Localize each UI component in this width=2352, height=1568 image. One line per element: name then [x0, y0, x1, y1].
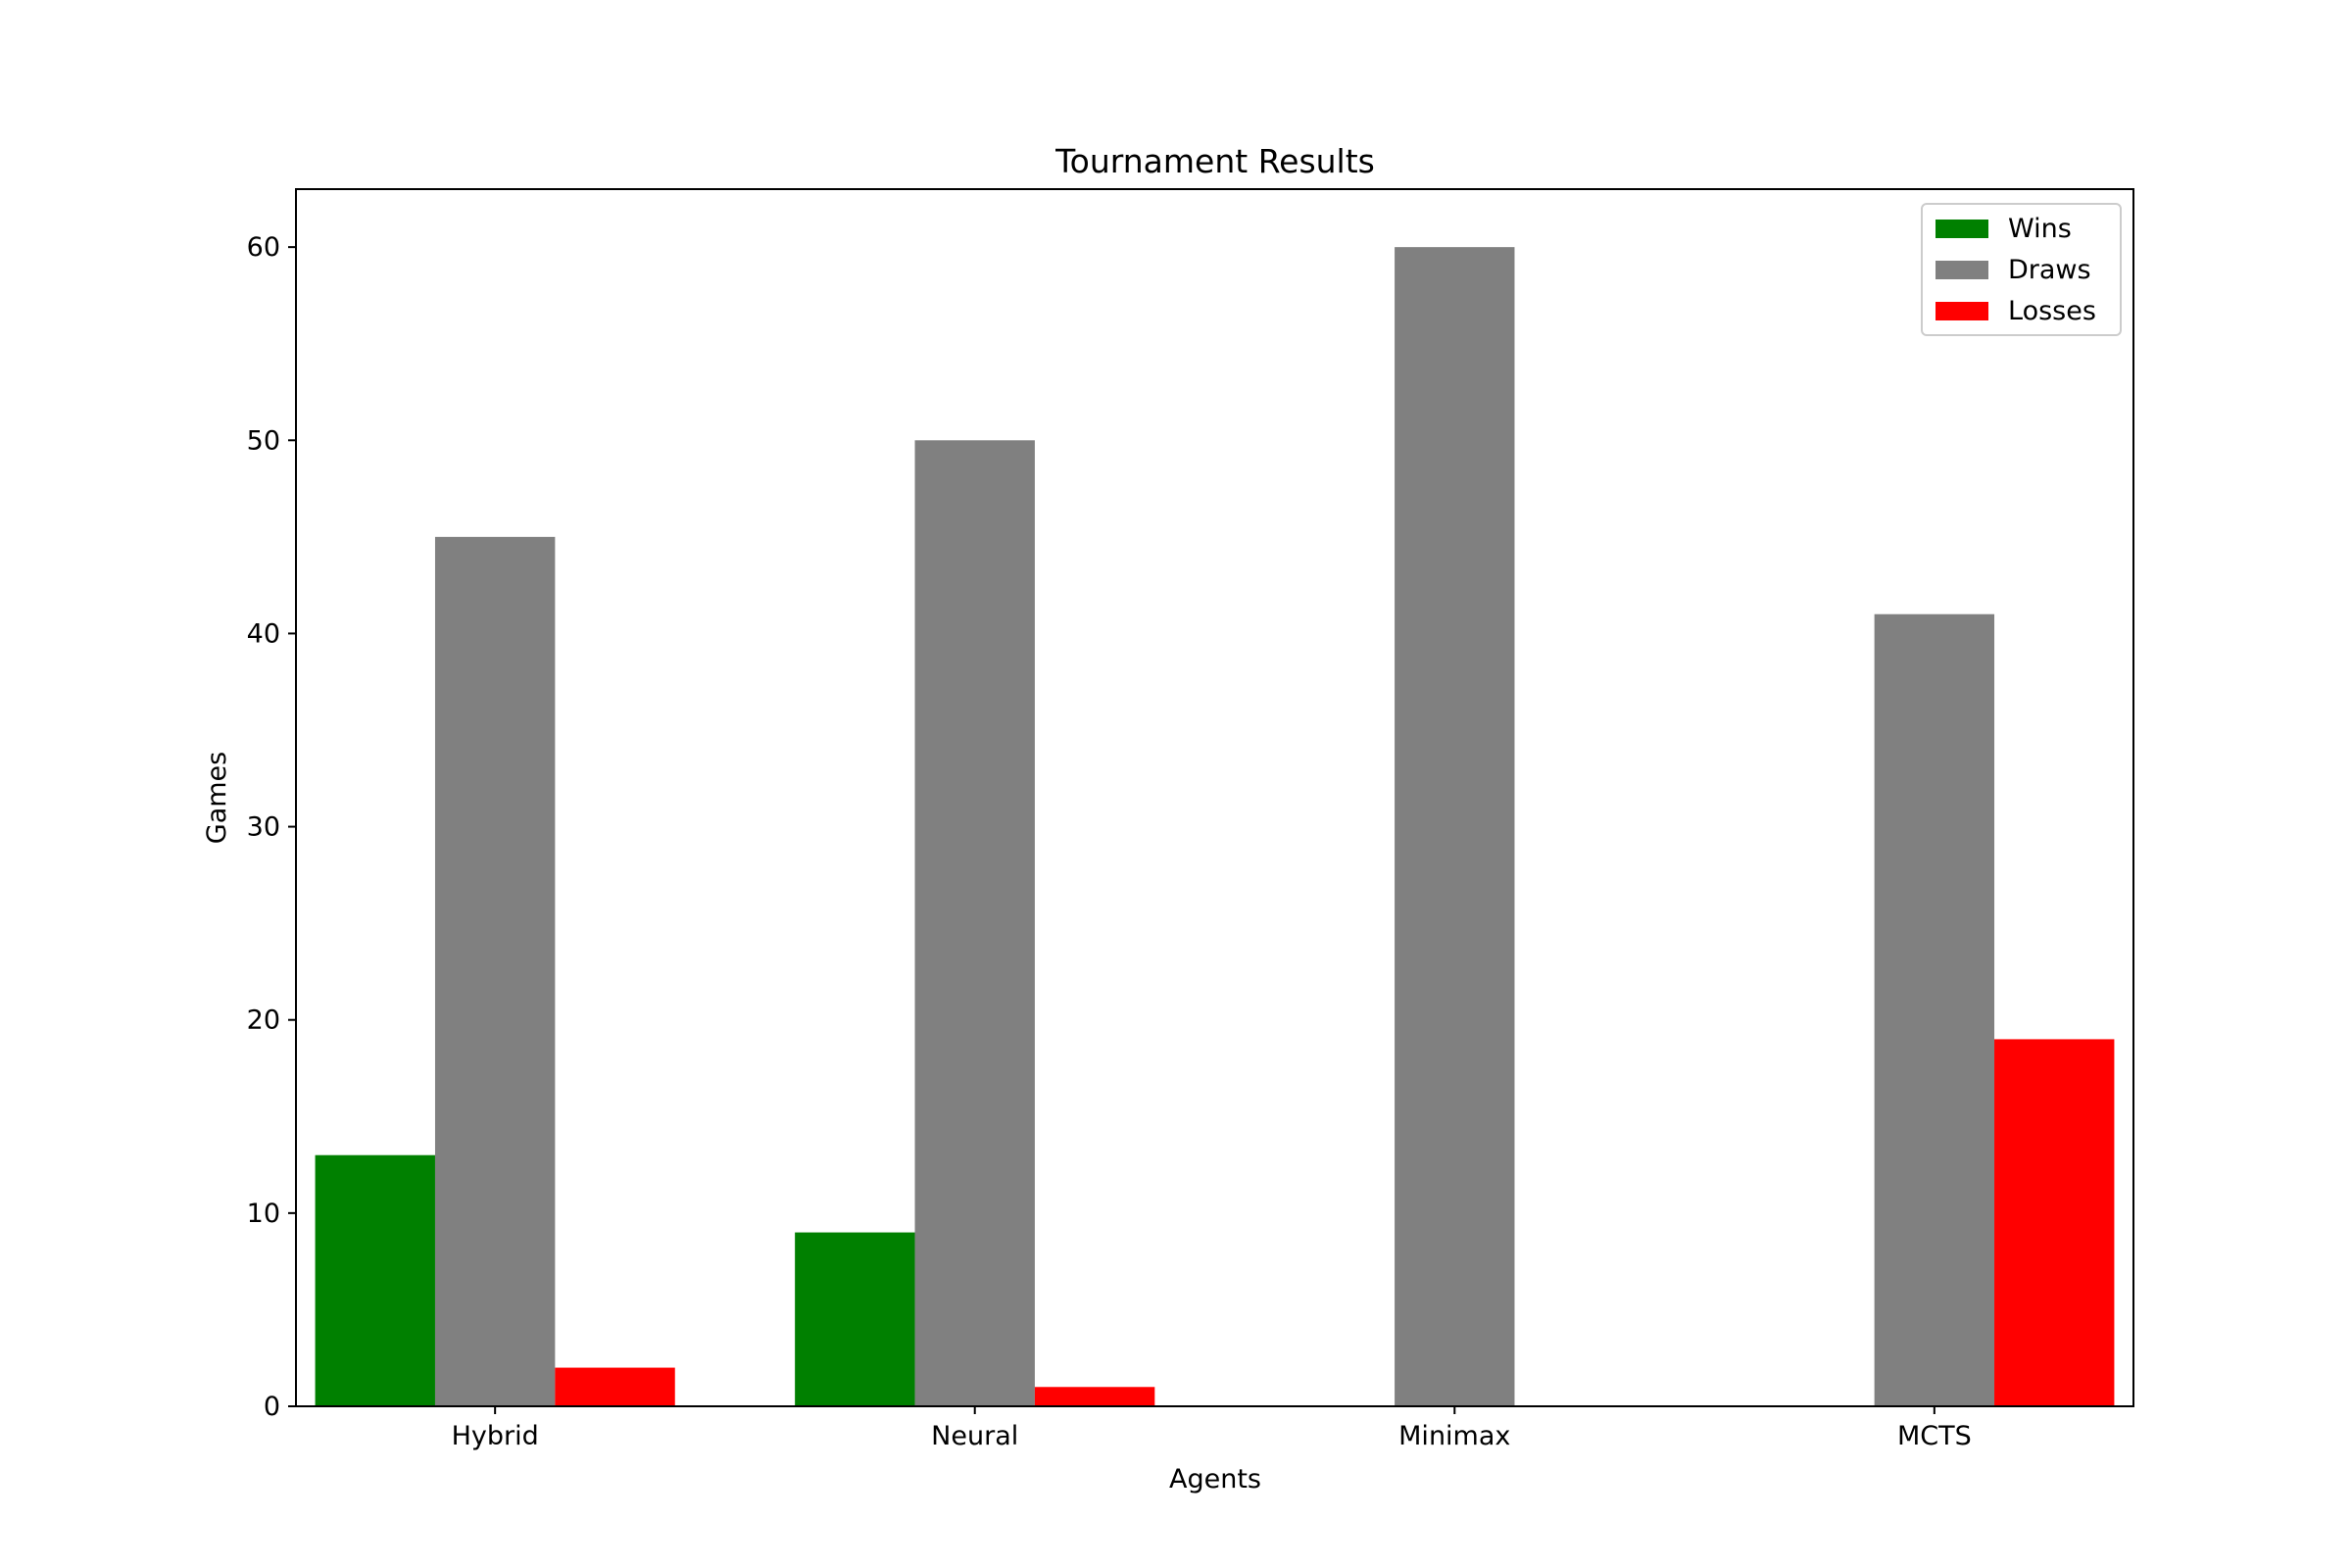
legend-label-draws: Draws	[2008, 255, 2091, 285]
y-tick-label: 10	[247, 1199, 280, 1229]
y-axis: 0 10 20 30 40 50 60	[247, 232, 296, 1422]
y-tick-label: 30	[247, 812, 280, 843]
legend: Wins Draws Losses	[1921, 203, 2122, 336]
legend-label-wins: Wins	[2008, 214, 2072, 244]
bar-draws-mcts	[1874, 613, 1995, 1406]
bar-losses-hybrid	[555, 1367, 675, 1406]
plot-frame	[295, 188, 2134, 1407]
x-axis-label: Agents	[1169, 1464, 1261, 1494]
x-tick-label: Minimax	[1398, 1421, 1510, 1451]
legend-label-losses: Losses	[2008, 296, 2096, 326]
bar-wins-hybrid	[315, 1154, 435, 1406]
bar-losses-neural	[1034, 1387, 1155, 1406]
bar-draws-neural	[914, 440, 1035, 1406]
x-tick-label: Hybrid	[452, 1421, 539, 1451]
y-tick-label: 60	[247, 232, 280, 263]
bar-losses-mcts	[1994, 1039, 2115, 1406]
legend-swatch-wins	[1936, 220, 1988, 238]
bars-group	[315, 247, 2115, 1407]
y-tick-label: 0	[264, 1392, 280, 1422]
y-tick-label: 50	[247, 425, 280, 456]
legend-swatch-losses	[1936, 302, 1988, 320]
x-axis: Hybrid Neural Minimax MCTS	[452, 1406, 1972, 1451]
y-tick-label: 40	[247, 618, 280, 649]
y-tick-label: 20	[247, 1005, 280, 1036]
x-tick-label: MCTS	[1897, 1421, 1972, 1451]
legend-swatch-draws	[1936, 261, 1988, 279]
y-axis-label: Games	[202, 752, 232, 844]
bar-draws-minimax	[1395, 247, 1515, 1407]
x-tick-label: Neural	[931, 1421, 1018, 1451]
chart-title: Tournament Results	[1054, 142, 1375, 180]
bar-wins-neural	[795, 1232, 915, 1406]
bar-draws-hybrid	[434, 536, 556, 1406]
